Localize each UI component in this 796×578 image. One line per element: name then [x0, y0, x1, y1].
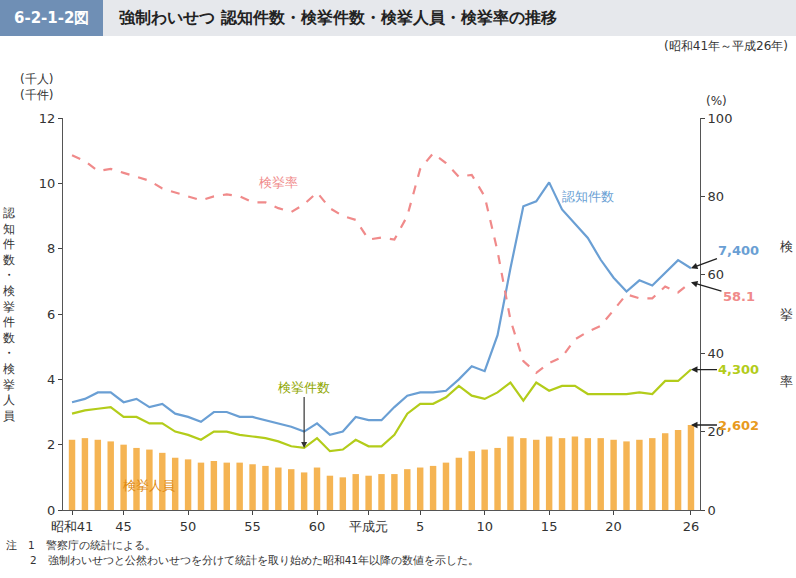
svg-text:50: 50	[180, 519, 197, 534]
svg-text:60: 60	[708, 267, 725, 282]
html-text:6-2-1-2図: 6-2-1-2図	[14, 9, 90, 27]
svg-text:45: 45	[115, 519, 132, 534]
svg-text:100: 100	[708, 111, 733, 126]
svg-text:15: 15	[541, 519, 558, 534]
svg-text:58.1: 58.1	[723, 289, 755, 304]
svg-text:0: 0	[708, 503, 716, 518]
svg-text:5: 5	[416, 519, 424, 534]
svg-text:(千人)(千件): (千人)(千件)	[20, 72, 53, 102]
svg-text:平成元: 平成元	[349, 519, 388, 534]
svg-text:80: 80	[708, 189, 725, 204]
svg-text:40: 40	[708, 346, 725, 361]
svg-text:認知件数・検挙件数・検挙人員: 認知件数・検挙件数・検挙人員	[3, 206, 15, 423]
svg-text:20: 20	[605, 519, 622, 534]
svg-text:60: 60	[309, 519, 326, 534]
html-text:2 強制わいせつと公然わいせつを分けて統計を取り始めた昭和4: 2 強制わいせつと公然わいせつを分けて統計を取り始めた昭和41年以降の数値を示し…	[30, 554, 479, 566]
svg-text:検挙件数: 検挙件数	[278, 380, 330, 395]
svg-text:8: 8	[47, 241, 55, 256]
svg-text:55: 55	[244, 519, 261, 534]
svg-text:認知件数: 認知件数	[562, 189, 614, 204]
svg-text:2,602: 2,602	[718, 418, 759, 433]
html-text:(昭和41年～平成26年): (昭和41年～平成26年)	[664, 39, 788, 53]
svg-text:昭和41: 昭和41	[51, 519, 94, 534]
svg-text:検挙率: 検挙率	[780, 239, 793, 389]
svg-text:26: 26	[683, 519, 700, 534]
svg-text:12: 12	[39, 111, 56, 126]
html-text:注 1 警察庁の統計による。: 注 1 警察庁の統計による。	[6, 539, 156, 551]
svg-text:(%): (%)	[706, 94, 727, 108]
svg-text:10: 10	[476, 519, 493, 534]
svg-text:20: 20	[708, 424, 725, 439]
svg-text:4,300: 4,300	[718, 362, 759, 377]
svg-text:2: 2	[47, 437, 55, 452]
svg-text:7,400: 7,400	[718, 243, 759, 258]
svg-text:10: 10	[39, 176, 56, 191]
svg-text:4: 4	[47, 372, 55, 387]
svg-text:検挙率: 検挙率	[259, 175, 298, 190]
svg-text:検挙人員: 検挙人員	[123, 478, 175, 493]
html-text:強制わいせつ 認知件数・検挙件数・検挙人員・検挙率の推移: 強制わいせつ 認知件数・検挙件数・検挙人員・検挙率の推移	[119, 7, 557, 27]
svg-text:0: 0	[47, 503, 55, 518]
svg-text:6: 6	[47, 307, 55, 322]
